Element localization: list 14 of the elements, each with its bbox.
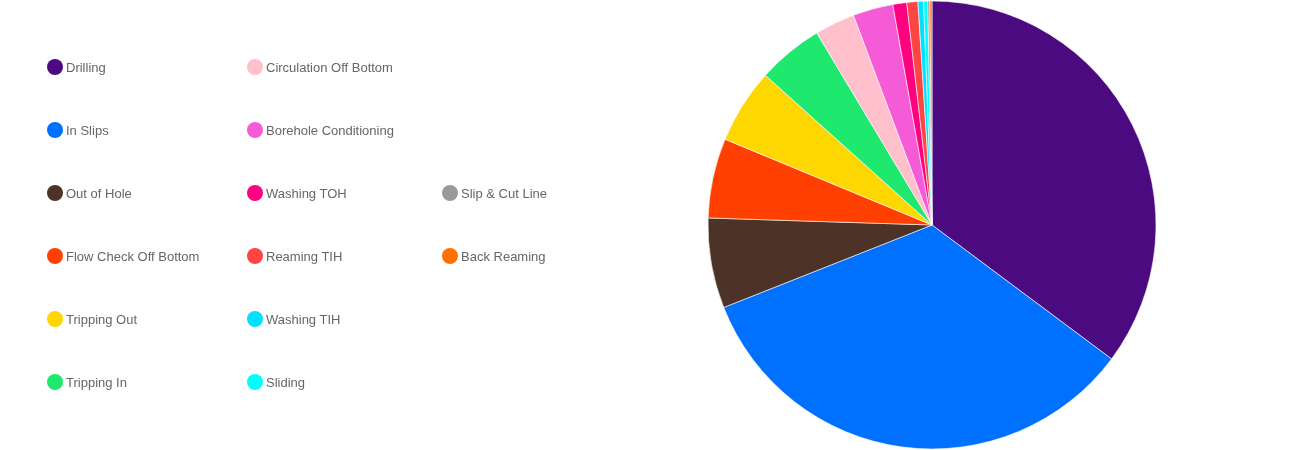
legend-label: Tripping In <box>66 374 127 390</box>
legend-label: Flow Check Off Bottom <box>66 248 200 264</box>
legend-label: Washing TIH <box>266 311 341 327</box>
legend-label: Out of Hole <box>66 185 132 201</box>
legend-label: Washing TOH <box>266 185 347 201</box>
legend-label: Drilling <box>66 59 106 75</box>
legend-label: In Slips <box>66 122 110 138</box>
legend-label: Sliding <box>266 374 306 390</box>
legend-label: Reaming TIH <box>266 248 343 264</box>
legend-label: Circulation Off Bottom <box>266 59 393 75</box>
legend-label: Borehole Conditioning <box>266 122 394 138</box>
legend-label: Tripping Out <box>66 311 138 327</box>
legend-label: Back Reaming <box>461 248 546 264</box>
legend-label: Slip & Cut Line <box>461 185 547 201</box>
